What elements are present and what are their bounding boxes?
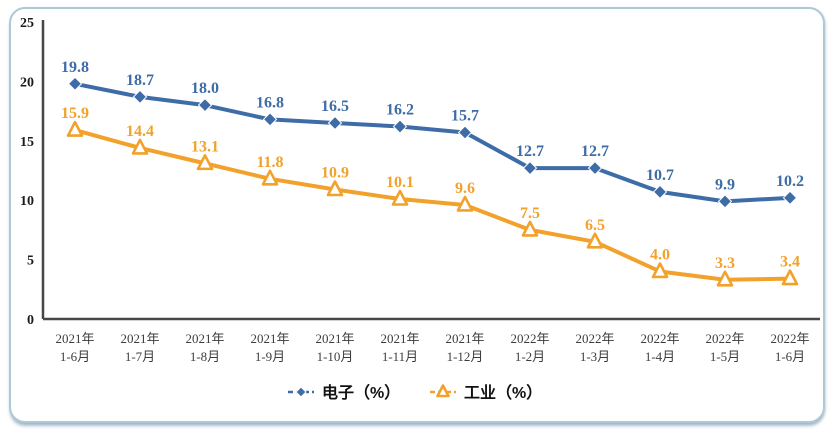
x-axis-label-year: 2022年	[510, 331, 549, 346]
data-label-industry: 14.4	[126, 123, 154, 140]
y-axis-tick-label: 25	[20, 16, 34, 31]
x-axis-label-year: 2022年	[770, 331, 809, 346]
data-label-electronics: 10.2	[776, 173, 804, 190]
industry-marker-triangle-icon	[456, 195, 474, 212]
x-axis-label-year: 2021年	[185, 331, 224, 346]
data-label-industry: 10.9	[321, 165, 349, 182]
industry-marker-triangle-icon	[781, 269, 799, 286]
data-label-industry: 9.6	[455, 180, 475, 197]
industry-marker-triangle-icon	[521, 220, 539, 237]
data-label-electronics: 16.2	[386, 102, 414, 119]
data-label-industry: 6.5	[585, 217, 605, 234]
industry-marker-triangle-icon	[196, 154, 214, 171]
y-axis-tick-label: 10	[20, 194, 34, 209]
industry-marker-triangle-icon	[131, 138, 149, 155]
data-label-electronics: 15.7	[451, 107, 479, 124]
x-axis-label-months: 1-6月	[775, 349, 805, 364]
electronics-marker-diamond-icon	[67, 76, 83, 91]
electronics-marker-diamond-icon	[132, 89, 148, 105]
x-axis-label-months: 1-11月	[382, 349, 418, 364]
chart-card	[9, 7, 825, 423]
data-label-industry: 10.1	[386, 174, 414, 191]
legend-electronics-diamond-icon	[295, 386, 307, 398]
data-label-electronics: 19.8	[61, 59, 89, 76]
electronics-marker-diamond-icon	[587, 160, 603, 176]
industry-marker-triangle-icon	[66, 120, 84, 137]
x-axis-label-months: 1-4月	[645, 349, 675, 364]
data-label-industry: 11.8	[256, 154, 283, 171]
industry-marker-triangle-icon	[391, 189, 409, 206]
x-axis-label-months: 1-6月	[60, 349, 90, 364]
x-axis-label-months: 1-12月	[447, 349, 484, 364]
legend-label-electronics: 电子（%）	[322, 383, 400, 402]
data-label-industry: 13.1	[191, 138, 219, 155]
series-line-electronics	[73, 81, 792, 204]
x-axis-label-year: 2021年	[55, 331, 94, 346]
data-label-electronics: 18.0	[191, 80, 219, 97]
legend-label-industry: 工业（%）	[464, 384, 542, 402]
electronics-marker-diamond-icon	[262, 112, 278, 127]
data-label-electronics: 12.7	[581, 143, 609, 160]
data-label-electronics: 9.9	[715, 176, 735, 193]
electronics-marker-diamond-icon	[327, 115, 343, 131]
electronics-marker-diamond-icon	[522, 160, 538, 176]
x-axis-label-months: 1-10月	[317, 349, 354, 364]
data-label-industry: 4.0	[650, 246, 670, 263]
x-axis-label-year: 2021年	[380, 331, 419, 346]
y-axis-tick-label: 5	[27, 254, 34, 269]
data-label-industry: 7.5	[520, 205, 540, 222]
data-label-electronics: 18.7	[126, 72, 154, 89]
y-axis-tick-label: 15	[20, 135, 34, 150]
x-axis-label-year: 2021年	[445, 331, 484, 346]
electronics-marker-diamond-icon	[392, 119, 408, 134]
x-axis-label-year: 2022年	[640, 331, 679, 346]
electronics-marker-diamond-icon	[197, 97, 213, 113]
series-line-industry	[73, 128, 792, 282]
industry-marker-triangle-icon	[326, 180, 344, 197]
data-label-industry: 3.4	[780, 254, 800, 271]
data-label-industry: 3.3	[715, 255, 735, 272]
x-axis-label-months: 1-7月	[125, 349, 155, 364]
electronics-marker-diamond-icon	[782, 190, 798, 206]
x-axis-label-months: 1-5月	[710, 349, 740, 364]
industry-marker-triangle-icon	[716, 270, 734, 287]
x-axis-label-year: 2021年	[250, 331, 289, 346]
data-label-electronics: 12.7	[516, 143, 544, 160]
x-axis-label-year: 2022年	[575, 331, 614, 346]
x-axis-label-months: 1-9月	[255, 349, 285, 364]
x-axis-label-year: 2021年	[120, 331, 159, 346]
industry-marker-triangle-icon	[586, 232, 604, 249]
legend-industry-triangle-icon	[436, 384, 450, 398]
data-label-electronics: 16.5	[321, 98, 349, 115]
x-axis-label-year: 2022年	[705, 331, 744, 346]
electronics-marker-diamond-icon	[457, 125, 473, 140]
data-label-electronics: 10.7	[646, 167, 674, 184]
y-axis-tick-label: 20	[20, 75, 34, 90]
x-axis-label-year: 2021年	[315, 331, 354, 346]
data-label-industry: 15.9	[61, 105, 89, 122]
x-axis-label-months: 1-3月	[580, 349, 610, 364]
industry-marker-triangle-icon	[651, 262, 669, 279]
data-label-electronics: 16.8	[256, 94, 284, 111]
y-axis-tick-label: 0	[27, 313, 34, 328]
electronics-marker-diamond-icon	[652, 184, 668, 200]
x-axis-label-months: 1-8月	[190, 349, 220, 364]
electronics-marker-diamond-icon	[717, 194, 733, 209]
x-axis-label-months: 1-2月	[515, 349, 545, 364]
industry-marker-triangle-icon	[261, 169, 279, 186]
